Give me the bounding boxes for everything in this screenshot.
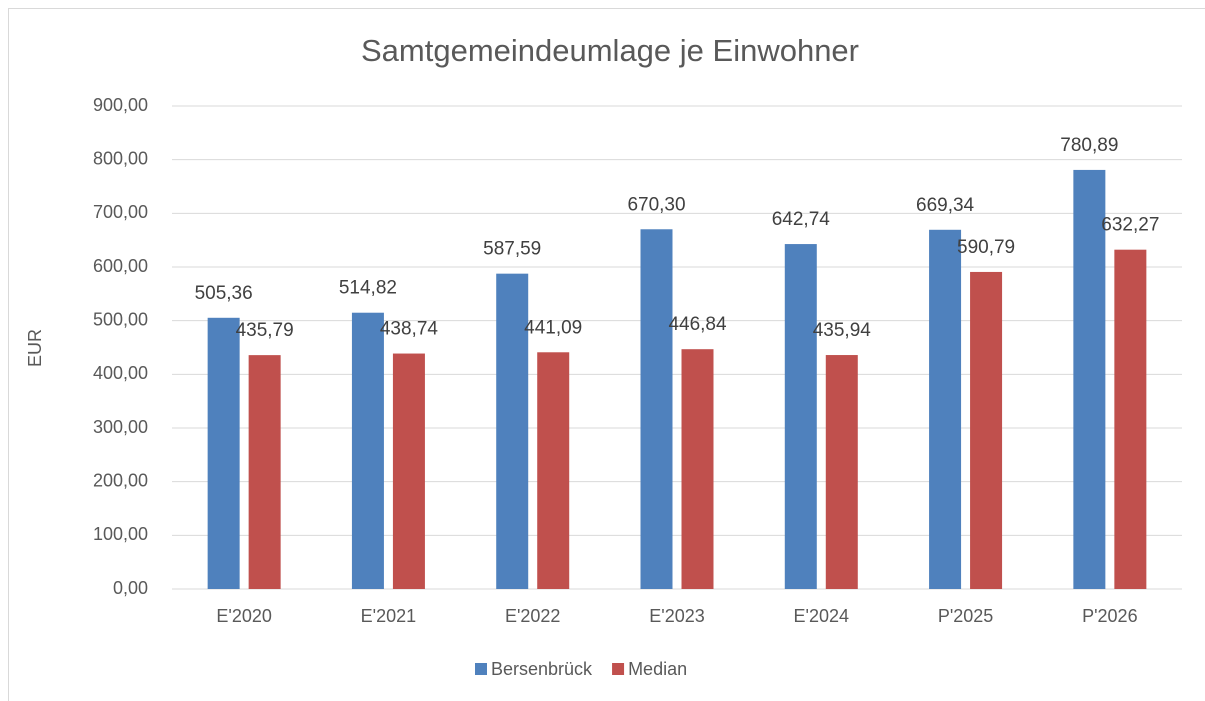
bar xyxy=(496,273,529,589)
y-tick-label: 0,00 xyxy=(113,578,148,598)
data-label: 514,82 xyxy=(339,278,397,299)
bar xyxy=(825,355,858,589)
data-label: 505,36 xyxy=(195,283,253,304)
bar xyxy=(207,317,240,589)
x-tick-label: E'2023 xyxy=(649,606,705,626)
bar xyxy=(929,229,962,589)
x-tick-label: E'2021 xyxy=(361,606,417,626)
data-label: 435,79 xyxy=(236,320,294,341)
data-label: 632,27 xyxy=(1101,215,1159,236)
x-tick-label: E'2024 xyxy=(794,606,850,626)
bar xyxy=(537,352,570,589)
bar xyxy=(970,271,1003,589)
bar xyxy=(1073,169,1106,589)
y-tick-label: 800,00 xyxy=(93,148,148,168)
y-tick-label: 200,00 xyxy=(93,470,148,490)
legend-swatch xyxy=(612,663,625,675)
bar xyxy=(1114,249,1147,589)
bar xyxy=(784,244,817,589)
y-axis-label: EUR xyxy=(25,329,45,367)
chart-border xyxy=(8,8,1205,701)
bar xyxy=(681,349,714,589)
bar xyxy=(392,353,425,589)
data-label: 587,59 xyxy=(483,239,541,260)
y-tick-label: 300,00 xyxy=(93,417,148,437)
x-tick-label: E'2020 xyxy=(216,606,272,626)
data-label: 780,89 xyxy=(1060,135,1118,156)
data-label: 441,09 xyxy=(524,317,582,338)
x-tick-label: P'2025 xyxy=(938,606,994,626)
bar xyxy=(248,355,281,589)
y-tick-label: 500,00 xyxy=(93,309,148,329)
x-tick-label: P'2026 xyxy=(1082,606,1138,626)
legend-label: Bersenbrück xyxy=(491,659,593,679)
data-label: 446,84 xyxy=(668,314,727,335)
y-tick-label: 400,00 xyxy=(93,363,148,383)
data-label: 670,30 xyxy=(627,194,685,215)
data-label: 669,34 xyxy=(916,195,975,216)
chart-title: Samtgemeindeumlage je Einwohner xyxy=(361,33,859,68)
y-tick-label: 900,00 xyxy=(93,95,148,115)
data-label: 438,74 xyxy=(380,319,439,340)
y-tick-label: 600,00 xyxy=(93,256,148,276)
data-label: 590,79 xyxy=(957,237,1015,258)
y-tick-label: 100,00 xyxy=(93,524,148,544)
legend-label: Median xyxy=(628,659,687,679)
y-tick-label: 700,00 xyxy=(93,202,148,222)
legend-swatch xyxy=(475,663,487,675)
bar xyxy=(351,312,384,589)
x-tick-label: E'2022 xyxy=(505,606,561,626)
data-label: 435,94 xyxy=(813,320,872,341)
bar xyxy=(640,229,673,589)
data-label: 642,74 xyxy=(772,209,831,230)
